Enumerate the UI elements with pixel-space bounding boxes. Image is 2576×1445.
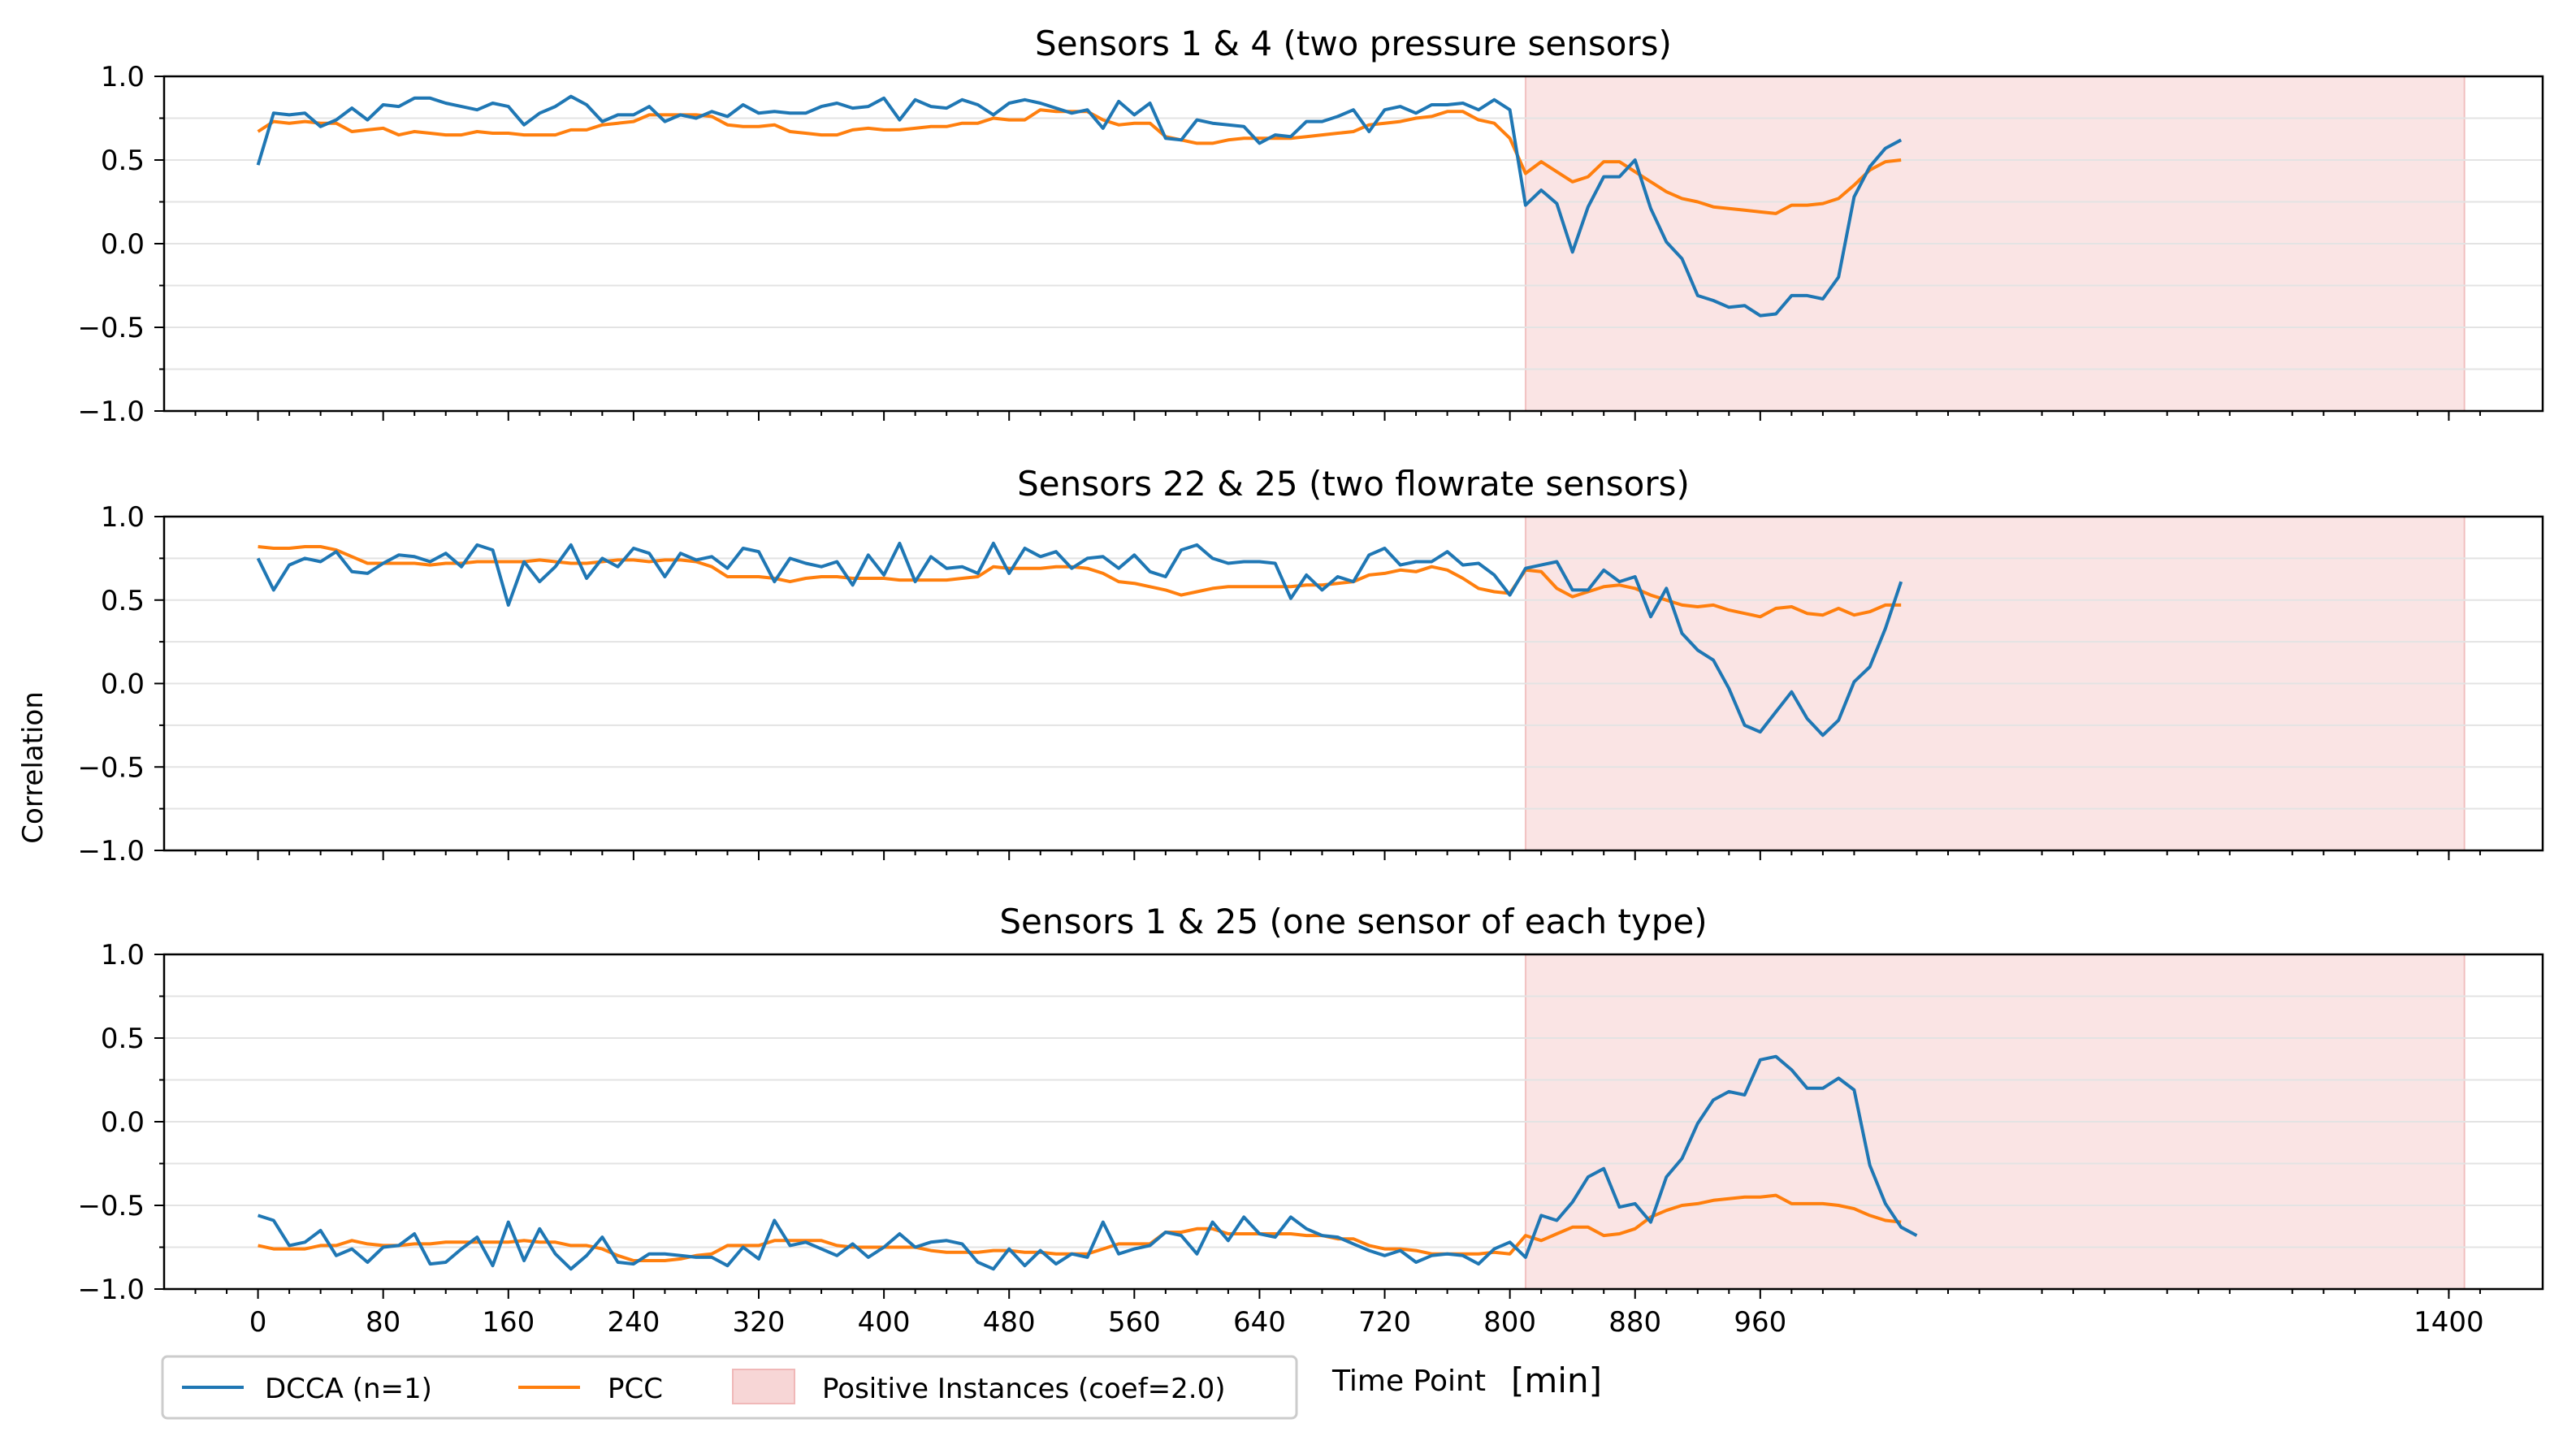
y-tick-label: 0.5 — [101, 585, 145, 617]
x-tick-label: 800 — [1483, 1306, 1536, 1339]
axes-frame — [162, 75, 2544, 413]
x-tick-label: 480 — [983, 1306, 1036, 1339]
y-tick-label: 1.0 — [101, 61, 145, 93]
panels: −1.0 −0.5 0.0 0.5 1.0 Sensors 1 & 4 (two pres… — [77, 24, 2544, 1339]
pcc-series-line — [258, 545, 1902, 619]
dcca-series-line — [256, 541, 1903, 738]
y-tick-label: −0.5 — [77, 751, 145, 784]
y-tick-label: 0.0 — [101, 668, 145, 701]
y-tick-label: −1.0 — [77, 835, 145, 867]
legend-dcca-label: DCCA (n=1) — [265, 1373, 432, 1405]
x-tick-label: 0 — [249, 1306, 267, 1339]
legend-frame — [161, 1355, 1298, 1420]
x-tick-label: 320 — [733, 1306, 786, 1339]
axes-frame — [162, 515, 2544, 852]
panel-2: −1.0 −0.5 0.0 0.5 1.0 Sensors 22 & 25 (two fl… — [77, 464, 2544, 867]
x-tick-label: 400 — [858, 1306, 911, 1339]
x-tick-label: 560 — [1108, 1306, 1161, 1339]
y-tick-label: −0.5 — [77, 1190, 145, 1222]
x-tick-label: 1400 — [2414, 1306, 2484, 1339]
x-tick-label: 720 — [1358, 1306, 1411, 1339]
y-tick-label: 0.0 — [101, 228, 145, 261]
dcca-series-line — [256, 94, 1903, 318]
y-tick-label: 0.0 — [101, 1106, 145, 1139]
legend-pcc-label: PCC — [608, 1373, 663, 1405]
y-axis-label: Correlation — [17, 691, 50, 843]
x-axis-label-unit: [min] — [1511, 1361, 1602, 1400]
y-tick-label: −1.0 — [77, 1274, 145, 1306]
x-axis-label-text: Time Point — [1331, 1365, 1486, 1398]
panel-3: −1.0 −0.5 0.0 0.5 1.0 0 80 160 240 320 400 480 560 64… — [77, 902, 2544, 1339]
y-tick-label: 1.0 — [101, 939, 145, 971]
legend-shade-label: Positive Instances (coef=2.0) — [822, 1373, 1226, 1405]
x-axis-label: Time Point [min] — [1331, 1361, 1602, 1400]
panel-1: −1.0 −0.5 0.0 0.5 1.0 Sensors 1 & 4 (two pres… — [77, 24, 2544, 428]
x-tick-label: 160 — [482, 1306, 535, 1339]
x-tick-label: 640 — [1233, 1306, 1286, 1339]
y-tick-label: −1.0 — [77, 396, 145, 428]
x-tick-label: 880 — [1608, 1306, 1661, 1339]
axes-frame — [162, 953, 2544, 1291]
y-tick-label: 0.5 — [101, 145, 145, 177]
panel-title: Sensors 1 & 25 (one sensor of each type) — [999, 902, 1707, 941]
x-tick-label: 960 — [1734, 1306, 1786, 1339]
dcca-series-line — [257, 1054, 1918, 1271]
panel-title: Sensors 1 & 4 (two pressure sensors) — [1035, 24, 1672, 63]
legend: DCCA (n=1) PCC Positive Instances (coef=… — [161, 1355, 1298, 1420]
x-tick-label: 240 — [607, 1306, 660, 1339]
legend-shade-swatch — [732, 1369, 795, 1404]
x-tick-label: 80 — [366, 1306, 400, 1339]
panel-title: Sensors 22 & 25 (two flowrate sensors) — [1017, 464, 1690, 504]
y-tick-label: 0.5 — [101, 1023, 145, 1055]
y-tick-label: −0.5 — [77, 312, 145, 344]
y-tick-label: 1.0 — [101, 501, 145, 534]
